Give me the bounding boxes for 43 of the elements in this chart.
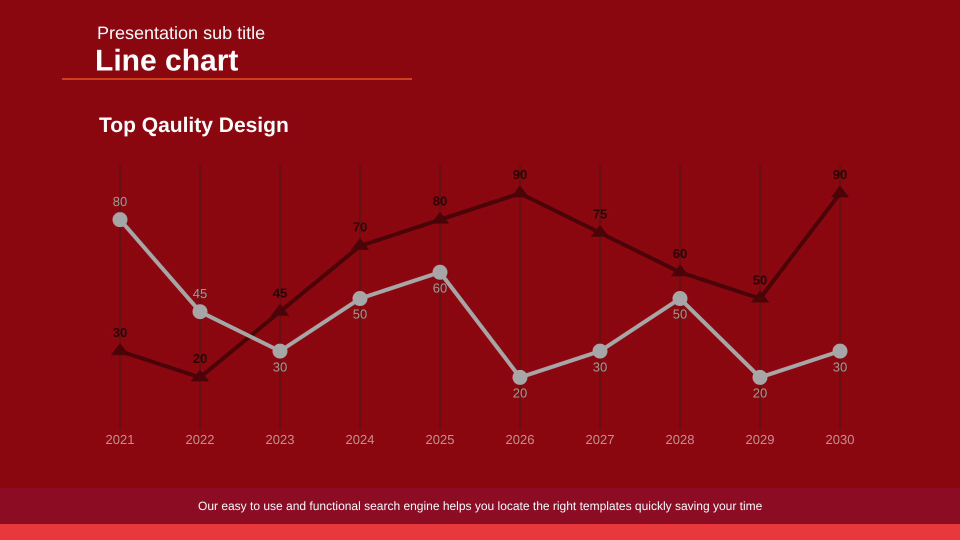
- data-label: 90: [512, 167, 528, 182]
- text: Top Qaulity Design: [99, 114, 289, 137]
- data-label: 60: [432, 280, 448, 296]
- x-tick-label: 2026: [506, 432, 534, 447]
- point: [512, 370, 528, 385]
- data-label: 20: [192, 351, 208, 366]
- point: [672, 291, 688, 306]
- text: Our easy to use and functional search engine helps you locate the right templates quickly saving your time: [198, 499, 763, 513]
- point: [352, 291, 368, 306]
- data-label: 80: [432, 193, 448, 208]
- x-tick-label: 2022: [186, 432, 214, 447]
- point: [192, 304, 208, 320]
- data-label: 45: [272, 285, 288, 300]
- point: [272, 344, 288, 359]
- data-label: 50: [672, 306, 688, 322]
- x-tick-label: 2023: [266, 432, 294, 447]
- data-label: 70: [352, 220, 368, 235]
- x-tick-label: 2021: [106, 432, 134, 447]
- point: [432, 264, 448, 280]
- data-label: 80: [112, 194, 128, 210]
- chart-title: Line chart: [95, 44, 238, 78]
- data-label: 60: [672, 246, 688, 262]
- x-tick-label: 2030: [826, 432, 854, 447]
- data-label: 30: [272, 359, 288, 374]
- data-label: 45: [192, 286, 208, 302]
- data-label: 30: [592, 359, 608, 374]
- x-tick-label: 2025: [426, 432, 454, 447]
- point: [832, 344, 848, 359]
- data-label: 90: [832, 167, 848, 182]
- x-tick-label: 2027: [586, 432, 614, 447]
- data-label: 20: [752, 386, 768, 401]
- data-label: 30: [832, 359, 848, 374]
- x-tick-label: 2029: [746, 432, 774, 447]
- data-label: 20: [512, 386, 528, 401]
- data-label: 50: [752, 272, 768, 288]
- x-tick-label: 2028: [666, 432, 694, 447]
- data-label: 75: [592, 206, 608, 222]
- data-label: 30: [112, 324, 128, 340]
- data-label: 50: [352, 306, 368, 322]
- point: [752, 370, 768, 385]
- point: [592, 344, 608, 359]
- x-tick-label: 2024: [346, 432, 374, 447]
- chart-subtitle: Presentation sub title: [97, 23, 266, 43]
